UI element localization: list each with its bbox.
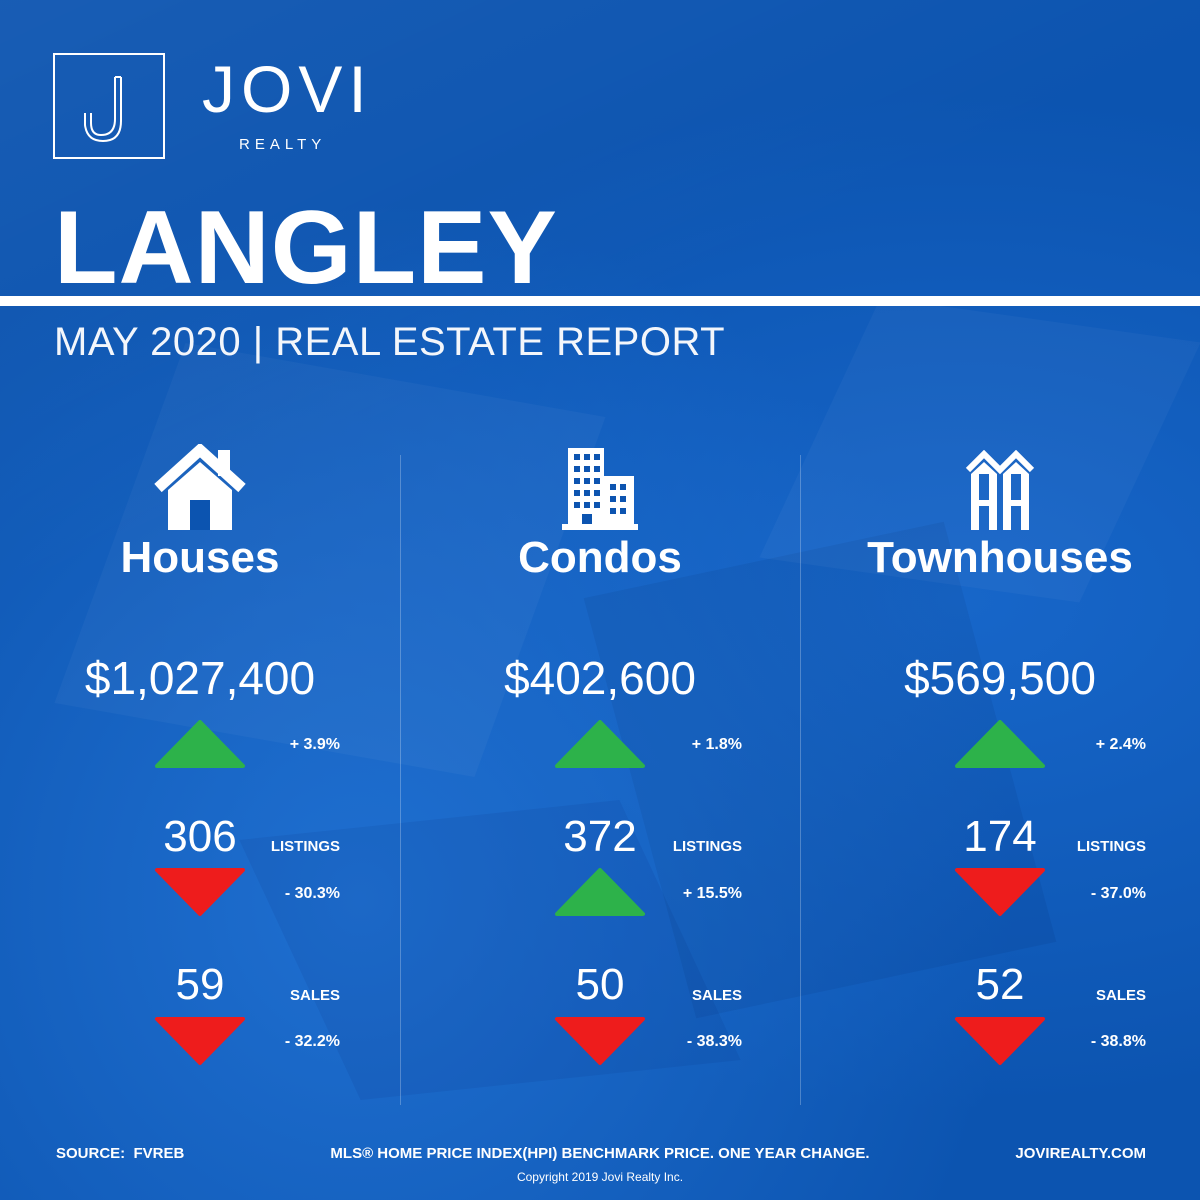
price-change: + 2.4% xyxy=(1095,736,1146,753)
townhouses-column: Townhouses $569,500 + 2.4% 174 LISTINGS … xyxy=(800,430,1200,1080)
house-icon xyxy=(154,444,246,530)
column-title: Townhouses xyxy=(867,533,1133,582)
listings-count: 174 xyxy=(963,812,1037,861)
building-icon xyxy=(562,448,638,530)
report-subtitle: MAY 2020 | REAL ESTATE REPORT xyxy=(54,320,726,364)
footer-source: SOURCE: FVREB xyxy=(56,1145,185,1162)
sales-count: 59 xyxy=(175,960,225,1009)
listings-change: - 37.0% xyxy=(1090,885,1146,902)
listings-count: 372 xyxy=(563,812,637,861)
copyright: Copyright 2019 Jovi Realty Inc. xyxy=(516,1170,684,1184)
sales-change: - 38.8% xyxy=(1090,1033,1146,1050)
column-title: Condos xyxy=(518,533,682,582)
logo xyxy=(53,53,165,159)
column-title: Houses xyxy=(120,533,280,582)
sales-label: SALES xyxy=(289,987,340,1004)
listings-label: LISTINGS xyxy=(1076,838,1146,855)
down-arrow-icon xyxy=(955,1017,1045,1065)
title-underline xyxy=(0,296,1200,306)
listings-count: 306 xyxy=(163,812,237,861)
benchmark-price: $1,027,400 xyxy=(84,652,316,704)
footer-note: MLS® HOME PRICE INDEX(HPI) BENCHMARK PRI… xyxy=(330,1145,870,1162)
page-title: LANGLEY xyxy=(54,190,558,306)
condos-column: Condos $402,600 + 1.8% 372 LISTINGS + 15… xyxy=(400,430,800,1080)
price-change: + 3.9% xyxy=(289,736,340,753)
listings-label: LISTINGS xyxy=(270,838,340,855)
listings-label: LISTINGS xyxy=(672,838,742,855)
sales-change: - 38.3% xyxy=(686,1033,742,1050)
up-arrow-icon xyxy=(555,720,645,768)
down-arrow-icon xyxy=(955,868,1045,916)
listings-change: + 15.5% xyxy=(682,885,742,902)
sales-label: SALES xyxy=(691,987,742,1004)
listings-change: - 30.3% xyxy=(284,885,340,902)
down-arrow-icon xyxy=(555,1017,645,1065)
benchmark-price: $402,600 xyxy=(504,652,696,704)
j-monogram-icon xyxy=(84,76,122,143)
brand-name: JOVI xyxy=(202,52,373,126)
footer-website[interactable]: JOVIREALTY.COM xyxy=(1015,1145,1146,1162)
sales-label: SALES xyxy=(1095,987,1146,1004)
up-arrow-icon xyxy=(155,720,245,768)
up-arrow-icon xyxy=(955,720,1045,768)
down-arrow-icon xyxy=(155,868,245,916)
sales-count: 50 xyxy=(575,960,625,1009)
sales-count: 52 xyxy=(975,960,1025,1009)
column-divider xyxy=(400,455,401,1105)
column-divider xyxy=(800,455,801,1105)
price-change: + 1.8% xyxy=(691,736,742,753)
benchmark-price: $569,500 xyxy=(904,652,1096,704)
sales-change: - 32.2% xyxy=(284,1033,340,1050)
up-arrow-icon xyxy=(555,868,645,916)
houses-column: Houses $1,027,400 + 3.9% 306 LISTINGS - … xyxy=(0,430,400,1080)
down-arrow-icon xyxy=(155,1017,245,1065)
brand-subtitle: REALTY xyxy=(239,136,327,153)
townhouse-icon xyxy=(965,450,1035,530)
